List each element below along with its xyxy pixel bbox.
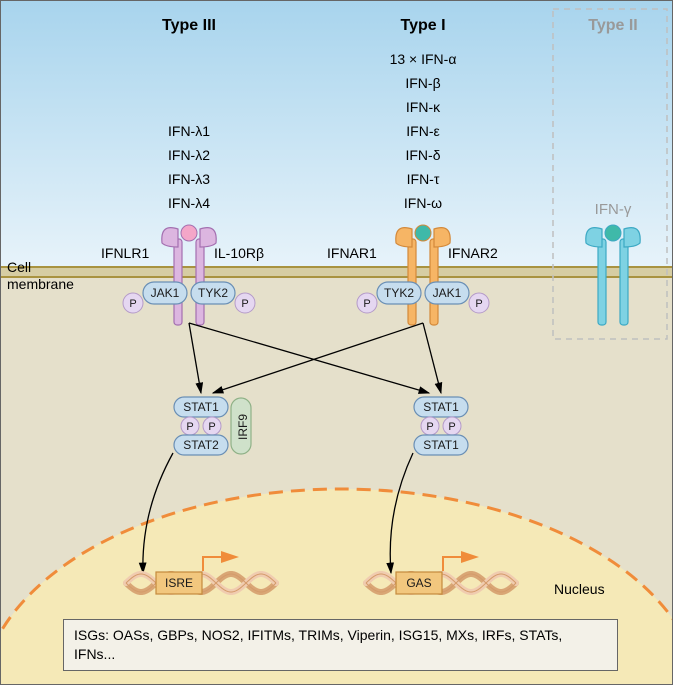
svg-text:P: P bbox=[426, 421, 433, 433]
svg-text:STAT2: STAT2 bbox=[183, 438, 219, 452]
svg-text:STAT1: STAT1 bbox=[183, 400, 219, 414]
svg-text:P: P bbox=[363, 298, 370, 310]
svg-text:P: P bbox=[129, 298, 136, 310]
svg-text:P: P bbox=[448, 421, 455, 433]
label-ifnar1: IFNAR1 bbox=[327, 245, 377, 261]
label-ifnlr1: IFNLR1 bbox=[101, 245, 149, 261]
label-ifnar2: IFNAR2 bbox=[448, 245, 498, 261]
ligand-type2: IFN-γ bbox=[595, 201, 632, 218]
heading-type2: Type II bbox=[588, 17, 638, 35]
diagram-stage: JAK1 TYK2 P P TYK2 JAK1 P P STAT1 P P STAT2 IRF9 STAT… bbox=[0, 0, 673, 685]
svg-text:TYK2: TYK2 bbox=[198, 286, 228, 300]
isg-box: ISGs: OASs, GBPs, NOS2, IFITMs, TRIMs, V… bbox=[63, 619, 618, 671]
svg-text:P: P bbox=[186, 421, 193, 433]
svg-text:JAK1: JAK1 bbox=[151, 286, 180, 300]
svg-text:P: P bbox=[208, 421, 215, 433]
heading-type3: Type III bbox=[162, 17, 216, 35]
ligand-type3-item: IFN-λ1 bbox=[168, 123, 210, 139]
label-nucleus: Nucleus bbox=[554, 581, 605, 597]
ligand-type1-item: IFN-β bbox=[405, 75, 440, 91]
ligand-type1-item: IFN-ω bbox=[404, 195, 442, 211]
ligand-type1-item: IFN-δ bbox=[405, 147, 440, 163]
ligand-type1-item: IFN-τ bbox=[407, 171, 440, 187]
svg-text:JAK1: JAK1 bbox=[433, 286, 462, 300]
svg-text:P: P bbox=[241, 298, 248, 310]
label-il10rb: IL-10Rβ bbox=[214, 245, 264, 261]
label-cell-membrane: Cellmembrane bbox=[7, 259, 74, 293]
ligand-type3-item: IFN-λ3 bbox=[168, 171, 210, 187]
ligand-type1-item: IFN-κ bbox=[406, 99, 440, 115]
ligand-type1-item: IFN-ε bbox=[406, 123, 439, 139]
svg-text:STAT1: STAT1 bbox=[423, 438, 459, 452]
svg-text:ISRE: ISRE bbox=[165, 576, 193, 590]
ligand-type3-item: IFN-λ2 bbox=[168, 147, 210, 163]
svg-text:P: P bbox=[475, 298, 482, 310]
svg-text:IRF9: IRF9 bbox=[236, 414, 250, 440]
svg-text:GAS: GAS bbox=[406, 576, 431, 590]
svg-text:STAT1: STAT1 bbox=[423, 400, 459, 414]
ligand-type3-item: IFN-λ4 bbox=[168, 195, 210, 211]
heading-type1: Type I bbox=[400, 17, 445, 35]
ligand-type1-item: 13 × IFN-α bbox=[390, 51, 457, 67]
svg-text:TYK2: TYK2 bbox=[384, 286, 414, 300]
